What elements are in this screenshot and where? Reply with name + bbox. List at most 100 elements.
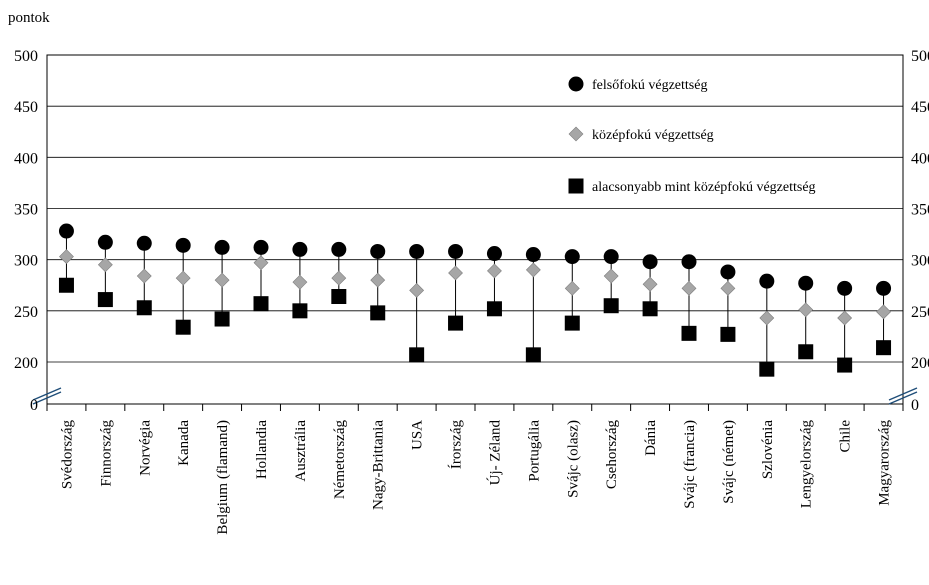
point-mid-10	[448, 265, 463, 281]
legend-label-low: alacsonyabb mint középfokú végzettség	[592, 180, 816, 195]
point-mid-19	[798, 302, 814, 318]
point-high-18	[759, 273, 775, 289]
point-mid-0	[59, 249, 74, 265]
legend-marker-high	[568, 76, 584, 92]
point-low-4	[214, 311, 230, 327]
point-low-18	[759, 361, 775, 377]
point-high-4	[214, 239, 230, 255]
x-label-9: USA	[410, 420, 426, 450]
point-low-1	[97, 292, 113, 308]
point-low-11	[486, 301, 502, 317]
x-label-12: Portugália	[526, 420, 542, 482]
x-label-0: Svédország	[59, 420, 75, 490]
point-high-15	[642, 254, 658, 270]
y-tick-right-200: 200	[911, 355, 929, 372]
y-tick-left-350: 350	[14, 202, 38, 219]
y-tick-left-250: 250	[14, 304, 38, 321]
x-label-20: Chile	[838, 420, 854, 453]
y-tick-right-300: 300	[911, 253, 929, 270]
point-mid-13	[564, 280, 580, 296]
y-axis-unit-label: pontok	[8, 10, 50, 26]
x-label-3: Kanada	[176, 420, 192, 466]
point-mid-9	[409, 282, 425, 298]
point-mid-2	[136, 268, 152, 284]
point-high-21	[876, 280, 892, 296]
point-low-3	[175, 319, 191, 335]
point-low-0	[58, 277, 74, 293]
axis-break-left	[32, 387, 62, 401]
point-mid-21	[876, 304, 891, 320]
point-high-19	[798, 275, 814, 291]
category-labels: Svédország Finnország Norvégia Kanada Belgiu…	[59, 420, 892, 535]
legend-marker-mid	[568, 126, 584, 142]
point-high-6	[292, 241, 308, 257]
point-low-2	[136, 300, 152, 316]
point-low-16	[681, 325, 697, 341]
point-high-20	[837, 280, 853, 296]
y-tick-left-300: 300	[14, 253, 38, 270]
point-mid-7	[331, 270, 347, 286]
point-mid-12	[525, 262, 541, 278]
x-label-18: Szlovénia	[760, 420, 776, 479]
point-mid-8	[370, 272, 386, 288]
x-label-6: Ausztrália	[293, 420, 309, 482]
legend-label-high: felsőfokú végzettség	[592, 78, 707, 93]
y-tick-left-0: 0	[30, 397, 38, 414]
axes	[32, 54, 918, 411]
point-high-16	[681, 254, 697, 270]
axis-break-left-2	[32, 391, 62, 405]
x-label-17: Svájc (német)	[721, 420, 737, 504]
point-high-3	[175, 237, 191, 253]
point-high-14	[603, 249, 619, 265]
y-tick-right-400: 400	[911, 150, 929, 167]
y-tick-right-500: 500	[911, 48, 929, 65]
point-mid-17	[720, 280, 736, 296]
y-tick-right-250: 250	[911, 304, 929, 321]
point-high-12	[525, 247, 541, 263]
point-high-13	[564, 249, 580, 265]
point-high-8	[370, 243, 386, 259]
grid-lines	[47, 54, 903, 363]
point-low-7	[331, 289, 347, 305]
x-label-2: Norvégia	[137, 420, 153, 476]
point-mid-5	[253, 255, 269, 271]
data-marks	[58, 223, 892, 377]
point-low-20	[837, 357, 853, 373]
point-low-8	[370, 305, 386, 321]
point-high-10	[448, 243, 464, 259]
y-tick-left-400: 400	[14, 150, 38, 167]
axis-break-right-2	[888, 391, 918, 405]
y-tick-left-450: 450	[14, 99, 38, 116]
x-label-4: Belgium (flamand)	[215, 420, 231, 535]
point-high-0	[58, 223, 74, 239]
x-label-8: Nagy-Brittania	[371, 420, 387, 510]
point-low-21	[876, 340, 892, 356]
point-mid-11	[487, 263, 502, 279]
legend-label-mid: középfokú végzettség	[592, 128, 714, 143]
point-mid-18	[759, 310, 775, 326]
legend: felsőfokú végzettség középfokú végzettség…	[568, 76, 816, 195]
point-low-12	[525, 347, 541, 363]
x-label-19: Lengyelország	[799, 420, 815, 509]
point-mid-14	[603, 268, 619, 284]
point-low-17	[720, 326, 736, 342]
y-tick-right-0: 0	[911, 397, 919, 414]
point-mid-20	[837, 310, 853, 326]
x-label-15: Dánia	[643, 420, 659, 456]
x-label-16: Svájc (francia)	[682, 420, 698, 509]
point-low-10	[448, 315, 464, 331]
x-label-21: Magyarország	[877, 420, 893, 506]
point-high-9	[409, 243, 425, 259]
point-high-2	[136, 235, 152, 251]
legend-marker-low	[568, 178, 584, 194]
x-label-13: Svájc (olasz)	[565, 420, 581, 498]
point-low-5	[253, 296, 269, 312]
point-low-14	[603, 298, 619, 314]
point-high-5	[253, 239, 269, 255]
point-high-11	[486, 246, 502, 262]
point-low-19	[798, 344, 814, 360]
y-tick-left-500: 500	[14, 48, 38, 65]
point-low-9	[409, 347, 425, 363]
x-label-5: Hollandia	[254, 420, 270, 479]
